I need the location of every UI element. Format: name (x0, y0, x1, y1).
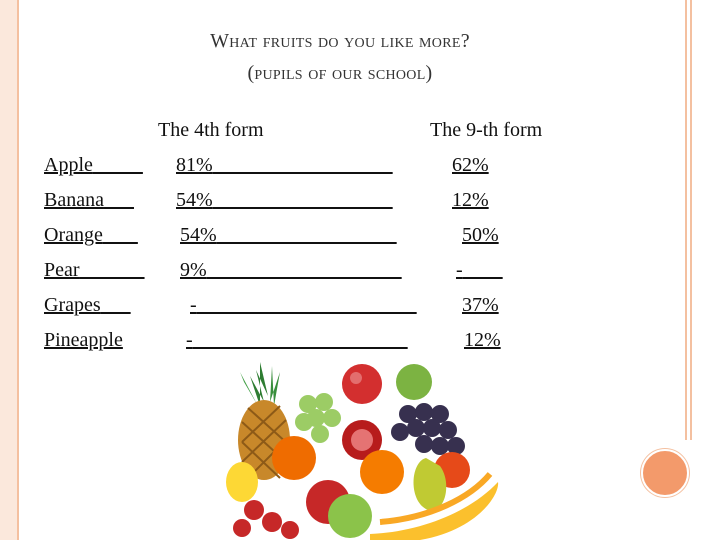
percent-label: - (186, 329, 193, 351)
percent-label: 54% (180, 224, 217, 246)
fruit-label: Apple (44, 154, 93, 176)
fruit-pile-illustration (226, 362, 499, 540)
fruit-name-apple: Apple (44, 153, 143, 177)
column-header-4th-form: The 4th form (158, 119, 264, 141)
value-9th-apple: 62% (452, 154, 489, 176)
fruit-name-banana: Banana (44, 188, 134, 212)
fruit-label: Banana (44, 189, 104, 211)
column-header-9th-form: The 9-th form (430, 119, 543, 141)
value-4th-banana: 54% (176, 188, 393, 212)
percent-label: - (190, 294, 197, 316)
value-9th-pear: - (456, 258, 503, 282)
value-4th-grapes: - (190, 293, 417, 317)
fruit-label: Grapes (44, 294, 101, 316)
fruit-name-orange: Orange (44, 223, 138, 247)
value-9th-grapes: 37% (462, 294, 499, 316)
slide-frame-left (0, 0, 19, 540)
value-4th-pear: 9% (180, 258, 402, 282)
percent-label: 81% (176, 154, 213, 176)
fruit-name-pineapple: Pineapple (44, 329, 123, 351)
fruit-name-pear: Pear (44, 258, 145, 282)
value-4th-pineapple: - (186, 328, 408, 352)
value-9th-orange: 50% (462, 224, 499, 246)
value-4th-apple: 81% (176, 153, 393, 177)
fruit-name-grapes: Grapes (44, 293, 131, 317)
decorative-circle (641, 449, 689, 497)
fruit-label: Pear (44, 259, 80, 281)
slide-subtitle: (pupils of our school) (247, 62, 433, 84)
percent-label: - (456, 259, 463, 281)
percent-label: 9% (180, 259, 207, 281)
value-4th-orange: 54% (180, 223, 397, 247)
value-9th-banana: 12% (452, 189, 489, 211)
fruit-label: Orange (44, 224, 103, 246)
value-9th-pineapple: 12% (464, 329, 501, 351)
slide-frame-right (685, 0, 692, 440)
percent-label: 54% (176, 189, 213, 211)
slide-title: What fruits do you like more? (210, 30, 470, 52)
